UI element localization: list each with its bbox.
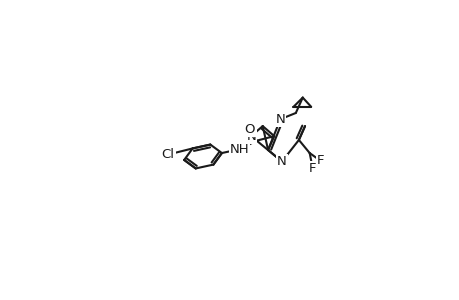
- Text: N: N: [276, 155, 286, 168]
- Text: NH: NH: [230, 143, 249, 156]
- Text: Cl: Cl: [161, 148, 174, 161]
- Text: F: F: [308, 162, 316, 175]
- Text: O: O: [244, 123, 254, 136]
- Text: N: N: [246, 130, 256, 142]
- Text: N: N: [275, 113, 285, 126]
- Text: F: F: [316, 154, 324, 167]
